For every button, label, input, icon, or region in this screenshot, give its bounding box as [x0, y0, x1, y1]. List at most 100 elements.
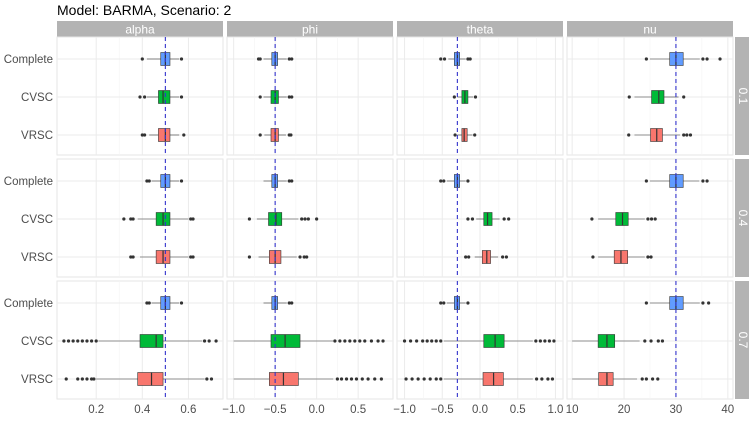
outlier-point-vrsc: [182, 133, 186, 137]
outlier-point-vrsc: [467, 255, 471, 259]
panel-theta-0-4: [396, 158, 564, 278]
outlier-point-cvsc: [358, 339, 362, 343]
outlier-point-vrsc: [247, 255, 252, 259]
outlier-point-vrsc: [656, 377, 660, 381]
outlier-point-vrsc: [302, 255, 306, 259]
outlier-point-vrsc: [189, 255, 193, 259]
outlier-point-complete: [145, 301, 149, 305]
outlier-point-complete: [644, 57, 648, 61]
x-tick-label-phi: −0.5: [264, 404, 287, 416]
outlier-point-cvsc: [258, 95, 262, 99]
outlier-point-cvsc: [552, 339, 556, 343]
outlier-point-cvsc: [507, 217, 511, 221]
panel-background: [226, 280, 394, 400]
outlier-point-vrsc: [129, 255, 133, 259]
outlier-point-vrsc: [591, 255, 595, 259]
outlier-point-vrsc: [305, 255, 309, 259]
outlier-point-vrsc: [64, 377, 68, 381]
outlier-point-cvsc: [643, 339, 647, 343]
outlier-point-cvsc: [649, 339, 653, 343]
outlier-point-cvsc: [543, 339, 547, 343]
row-strip-label-0-1: 0.1: [736, 88, 750, 105]
outlier-point-complete: [644, 179, 648, 183]
x-tick-label-phi: −1.0: [222, 404, 245, 416]
x-tick-label-phi: 0.0: [309, 404, 325, 416]
column-strip-alpha: [57, 21, 223, 37]
outlier-point-vrsc: [339, 377, 344, 381]
outlier-point-vrsc: [688, 133, 693, 137]
outlier-point-cvsc: [143, 95, 147, 99]
outlier-point-complete: [468, 57, 472, 61]
outlier-point-cvsc: [646, 217, 650, 221]
outlier-point-cvsc: [452, 95, 456, 99]
outlier-point-cvsc: [402, 339, 407, 343]
outlier-point-complete: [705, 179, 709, 183]
outlier-point-vrsc: [80, 377, 84, 381]
outlier-point-complete: [287, 57, 291, 61]
outlier-point-cvsc: [66, 339, 71, 343]
outlier-point-vrsc: [335, 377, 339, 381]
panel-theta-0-1: [396, 36, 564, 156]
outlier-point-cvsc: [425, 339, 429, 343]
outlier-point-cvsc: [290, 95, 294, 99]
x-tick-label-theta: 0.0: [472, 404, 488, 416]
outlier-point-vrsc: [289, 133, 293, 137]
outlier-point-cvsc: [430, 339, 434, 343]
outlier-point-cvsc: [656, 339, 660, 343]
outlier-point-complete: [707, 301, 711, 305]
outlier-point-cvsc: [381, 339, 385, 343]
outlier-point-cvsc: [649, 217, 654, 221]
category-label-complete: Complete: [4, 54, 53, 66]
outlier-point-complete: [179, 179, 184, 183]
outlier-point-vrsc: [349, 377, 354, 381]
outlier-point-cvsc: [682, 95, 686, 99]
outlier-point-cvsc: [434, 339, 438, 343]
x-tick-label-theta: 0.5: [510, 404, 526, 416]
box-cvsc: [651, 90, 665, 104]
outlier-point-complete: [290, 301, 294, 305]
outlier-point-vrsc: [366, 377, 370, 381]
outlier-point-vrsc: [550, 377, 555, 381]
outlier-point-cvsc: [466, 217, 470, 221]
outlier-point-cvsc: [353, 339, 357, 343]
outlier-point-vrsc: [649, 255, 653, 259]
x-tick-label-alpha: 0.4: [134, 404, 151, 416]
category-label-vrsc: VRSC: [21, 374, 53, 386]
outlier-point-complete: [439, 301, 443, 305]
boxes-nu-0-7: [572, 296, 711, 386]
outlier-point-vrsc: [360, 377, 364, 381]
outlier-point-complete: [701, 179, 705, 183]
outlier-point-cvsc: [363, 339, 367, 343]
panel-background: [56, 158, 224, 278]
outlier-point-vrsc: [453, 133, 457, 137]
outlier-point-cvsc: [62, 339, 66, 343]
outlier-point-cvsc: [421, 339, 425, 343]
outlier-point-complete: [442, 179, 446, 183]
outlier-point-cvsc: [538, 339, 542, 343]
category-label-cvsc: CVSC: [21, 92, 53, 104]
panel-alpha-0-4: [56, 158, 224, 278]
outlier-point-cvsc: [348, 339, 352, 343]
outlier-point-vrsc: [344, 377, 349, 381]
outlier-point-vrsc: [434, 377, 438, 381]
outlier-point-cvsc: [534, 339, 538, 343]
row-strip-0-1: [735, 37, 749, 155]
outlier-point-cvsc: [369, 339, 374, 343]
outlier-point-complete: [287, 301, 291, 305]
x-tick-label-nu: 40: [721, 404, 734, 416]
x-tick-label-alpha: 0.6: [180, 404, 196, 416]
outlier-point-cvsc: [189, 217, 193, 221]
outlier-point-vrsc: [258, 133, 262, 137]
panel-phi-0-7: [226, 280, 394, 400]
outlier-point-vrsc: [416, 377, 420, 381]
outlier-point-complete: [140, 57, 144, 61]
outlier-point-complete: [644, 301, 648, 305]
outlier-point-vrsc: [646, 255, 650, 259]
x-tick-label-theta: 1.0: [547, 404, 563, 416]
outlier-point-vrsc: [140, 133, 144, 137]
outlier-point-cvsc: [408, 339, 413, 343]
outlier-point-cvsc: [306, 217, 310, 221]
outlier-point-cvsc: [660, 339, 665, 343]
outlier-point-vrsc: [428, 377, 432, 381]
